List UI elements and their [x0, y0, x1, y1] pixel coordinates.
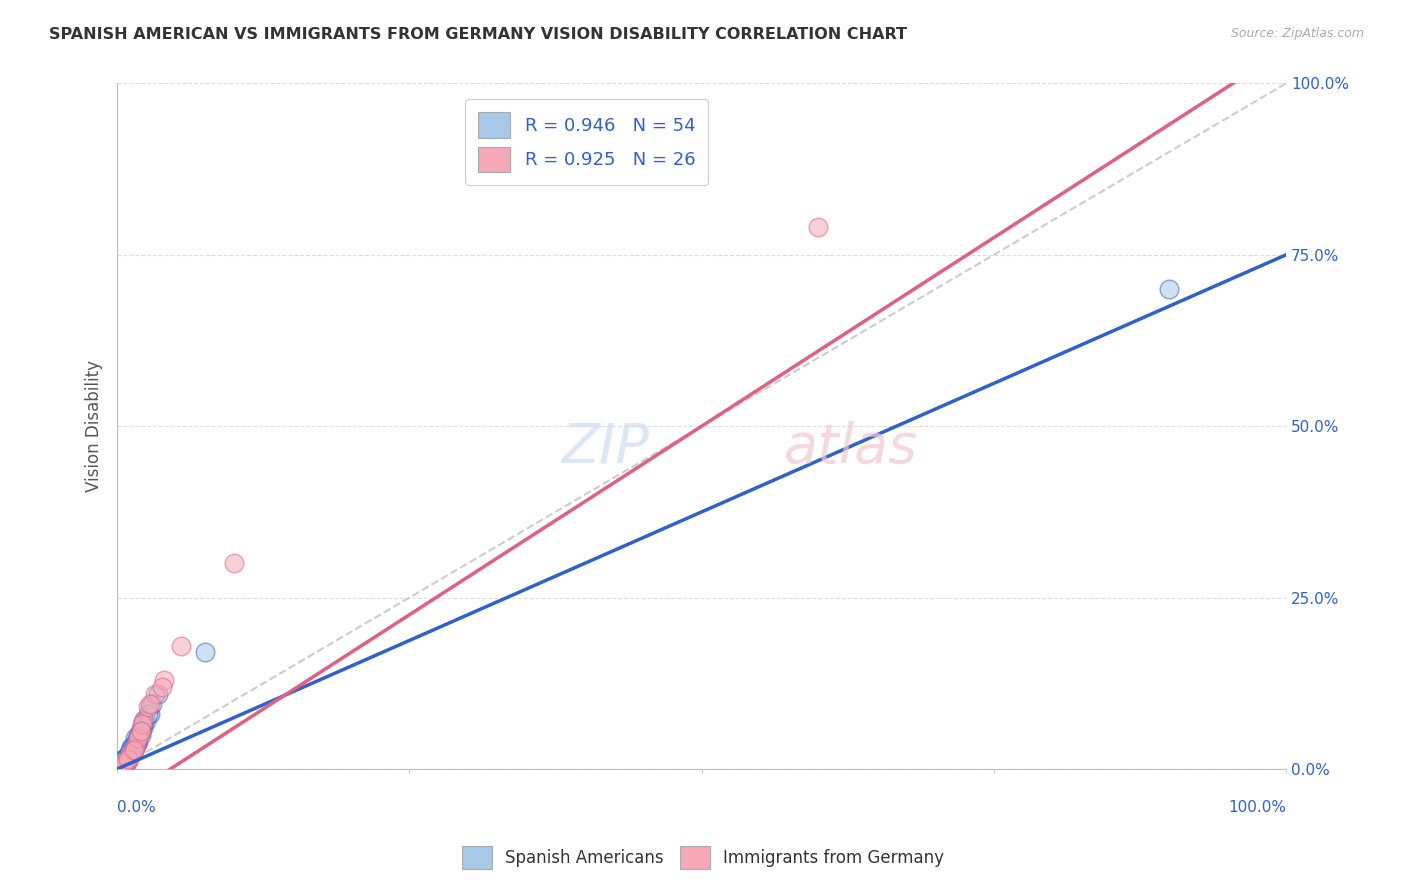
Point — [125, 733, 148, 747]
Text: SPANISH AMERICAN VS IMMIGRANTS FROM GERMANY VISION DISABILITY CORRELATION CHART: SPANISH AMERICAN VS IMMIGRANTS FROM GERM… — [49, 27, 907, 42]
Point — [222, 557, 245, 571]
Point — [131, 719, 153, 733]
Point — [125, 734, 148, 748]
Point — [112, 752, 135, 766]
Y-axis label: Vision Disability: Vision Disability — [86, 360, 103, 492]
Point — [170, 639, 193, 653]
Point — [117, 749, 139, 764]
Point — [128, 728, 150, 742]
Point — [111, 755, 134, 769]
Point — [118, 746, 141, 760]
Point — [114, 751, 136, 765]
Point — [111, 755, 134, 769]
Point — [141, 697, 163, 711]
Point — [131, 717, 153, 731]
Point — [110, 756, 132, 771]
Point — [121, 741, 143, 756]
Point — [122, 738, 145, 752]
Point — [118, 748, 141, 763]
Point — [136, 707, 159, 722]
Point — [129, 724, 152, 739]
Point — [124, 731, 146, 746]
Point — [117, 752, 139, 766]
Point — [125, 736, 148, 750]
Point — [128, 726, 150, 740]
Point — [125, 738, 148, 752]
Text: 100.0%: 100.0% — [1227, 799, 1286, 814]
Point — [120, 745, 142, 759]
Point — [112, 755, 135, 769]
Point — [110, 756, 132, 770]
Point — [1157, 282, 1180, 296]
Text: ZIP: ZIP — [561, 420, 650, 474]
Point — [112, 755, 135, 769]
Text: Source: ZipAtlas.com: Source: ZipAtlas.com — [1230, 27, 1364, 40]
Point — [129, 724, 152, 739]
Point — [108, 758, 131, 772]
Point — [143, 687, 166, 701]
Legend: Spanish Americans, Immigrants from Germany: Spanish Americans, Immigrants from Germa… — [451, 836, 955, 880]
Point — [132, 721, 155, 735]
Point — [118, 752, 141, 766]
Point — [115, 755, 138, 769]
Point — [127, 734, 149, 748]
Point — [121, 745, 143, 759]
Text: 0.0%: 0.0% — [117, 799, 156, 814]
Point — [115, 749, 138, 764]
Point — [108, 758, 131, 772]
Point — [132, 717, 155, 731]
Point — [114, 752, 136, 766]
Legend: R = 0.946   N = 54, R = 0.925   N = 26: R = 0.946 N = 54, R = 0.925 N = 26 — [465, 99, 709, 185]
Point — [139, 707, 162, 722]
Point — [110, 760, 132, 774]
Point — [136, 700, 159, 714]
Point — [121, 743, 143, 757]
Point — [124, 741, 146, 756]
Point — [127, 731, 149, 746]
Point — [118, 748, 141, 763]
Point — [120, 740, 142, 755]
Point — [129, 728, 152, 742]
Point — [146, 687, 169, 701]
Point — [118, 747, 141, 761]
Point — [107, 760, 129, 774]
Point — [132, 713, 155, 727]
Point — [150, 680, 173, 694]
Text: atlas: atlas — [783, 420, 917, 474]
Point — [115, 755, 138, 769]
Point — [112, 756, 135, 770]
Point — [132, 714, 155, 728]
Point — [194, 645, 217, 659]
Point — [110, 756, 132, 771]
Point — [112, 752, 135, 766]
Point — [122, 740, 145, 755]
Point — [135, 714, 157, 728]
Point — [118, 747, 141, 761]
Point — [118, 744, 141, 758]
Point — [122, 743, 145, 757]
Point — [112, 754, 135, 768]
Point — [115, 749, 138, 764]
Point — [117, 748, 139, 763]
Point — [127, 729, 149, 743]
Point — [153, 673, 176, 687]
Point — [807, 220, 830, 235]
Point — [112, 758, 135, 772]
Point — [114, 756, 136, 771]
Point — [111, 759, 134, 773]
Point — [120, 740, 142, 755]
Point — [124, 741, 146, 756]
Point — [112, 753, 135, 767]
Point — [139, 697, 162, 711]
